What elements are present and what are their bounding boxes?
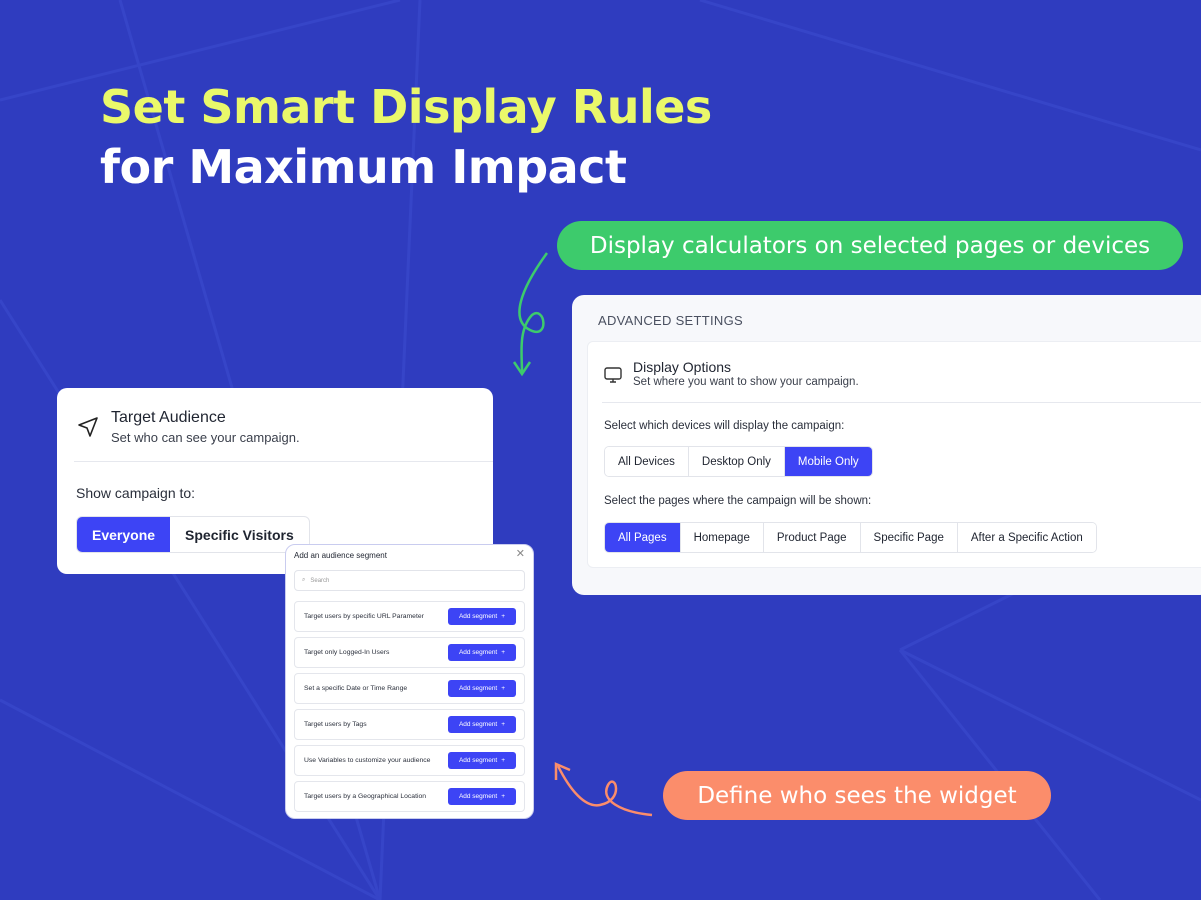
plus-icon: +: [501, 649, 506, 656]
option-specific-visitors[interactable]: Specific Visitors: [185, 526, 294, 543]
monitor-icon: [604, 367, 622, 383]
segment-label: Set a specific Date or Time Range: [304, 685, 408, 692]
add-segment-label: Add segment: [458, 613, 498, 620]
search-icon: ⌕: [302, 577, 306, 583]
search-placeholder: Search: [310, 577, 330, 584]
display-options-subtitle: Set where you want to show your campaign…: [633, 376, 859, 388]
audience-selector: Everyone Specific Visitors: [76, 516, 310, 553]
segment-row: Target only Logged-In Users Add segment +: [294, 637, 525, 668]
pages-label: Select the pages where the campaign will…: [604, 495, 872, 507]
devices-label: Select which devices will display the ca…: [604, 420, 845, 432]
display-options-card: Display Options Set where you want to sh…: [587, 341, 1201, 568]
send-arrow-icon: [78, 417, 98, 437]
option-all-pages[interactable]: All Pages: [605, 523, 681, 552]
advanced-settings-header: ADVANCED SETTINGS: [598, 313, 743, 328]
option-specific-page[interactable]: Specific Page: [860, 523, 958, 552]
target-audience-card: Target Audience Set who can see your cam…: [57, 388, 493, 574]
option-all-devices[interactable]: All Devices: [605, 447, 689, 476]
option-mobile-only[interactable]: Mobile Only: [784, 447, 872, 476]
segment-label: Target users by a Geographical Location: [304, 793, 427, 800]
devices-selector: All Devices Desktop Only Mobile Only: [604, 446, 873, 477]
audience-segment-modal: Add an audience segment ✕ ⌕ Search Target…: [285, 544, 534, 819]
segment-label: Use Variables to customize your audience: [304, 757, 431, 764]
option-everyone[interactable]: Everyone: [77, 517, 171, 552]
display-callout: Display calculators on selected pages or…: [557, 221, 1183, 270]
add-segment-button[interactable]: Add segment +: [448, 608, 516, 625]
pages-selector: All Pages Homepage Product Page Specific…: [604, 522, 1097, 553]
segment-label: Target users by specific URL Parameter: [304, 613, 424, 620]
display-options-title: Display Options: [633, 359, 732, 375]
plus-icon: +: [501, 613, 506, 620]
add-segment-button[interactable]: Add segment +: [448, 752, 516, 769]
segment-row: Target users by Tags Add segment +: [294, 709, 525, 740]
modal-title: Add an audience segment: [294, 551, 387, 560]
plus-icon: +: [501, 757, 506, 764]
add-segment-button[interactable]: Add segment +: [448, 716, 516, 733]
headline-line2: for Maximum Impact: [100, 140, 627, 194]
show-campaign-label: Show campaign to:: [76, 485, 196, 501]
add-segment-label: Add segment: [458, 685, 498, 692]
option-desktop-only[interactable]: Desktop Only: [688, 447, 785, 476]
target-audience-subtitle: Set who can see your campaign.: [111, 430, 300, 445]
option-homepage[interactable]: Homepage: [680, 523, 764, 552]
add-segment-label: Add segment: [458, 649, 498, 656]
plus-icon: +: [501, 793, 506, 800]
segment-row: Target users by specific URL Parameter Ad…: [294, 601, 525, 632]
advanced-settings-panel: ADVANCED SETTINGS Display Options Set wh…: [572, 295, 1201, 595]
add-segment-button[interactable]: Add segment +: [448, 680, 516, 697]
segment-row: Target users by a Geographical Location A…: [294, 781, 525, 812]
add-segment-button[interactable]: Add segment +: [448, 788, 516, 805]
add-segment-label: Add segment: [458, 793, 498, 800]
audience-callout: Define who sees the widget: [663, 771, 1051, 820]
segment-label: Target only Logged-In Users: [304, 649, 390, 656]
segment-label: Target users by Tags: [304, 721, 367, 728]
add-segment-label: Add segment: [458, 757, 498, 764]
segment-row: Set a specific Date or Time Range Add seg…: [294, 673, 525, 704]
option-product-page[interactable]: Product Page: [763, 523, 861, 552]
headline-line1: Set Smart Display Rules: [100, 80, 712, 134]
add-segment-button[interactable]: Add segment +: [448, 644, 516, 661]
segment-row: Use Variables to customize your audience…: [294, 745, 525, 776]
divider: [602, 402, 1201, 403]
target-audience-title: Target Audience: [111, 409, 226, 426]
divider: [74, 461, 493, 462]
close-icon[interactable]: ✕: [515, 548, 525, 560]
search-input[interactable]: ⌕ Search: [294, 570, 525, 591]
plus-icon: +: [501, 685, 506, 692]
add-segment-label: Add segment: [458, 721, 498, 728]
option-after-action[interactable]: After a Specific Action: [957, 523, 1096, 552]
plus-icon: +: [501, 721, 506, 728]
